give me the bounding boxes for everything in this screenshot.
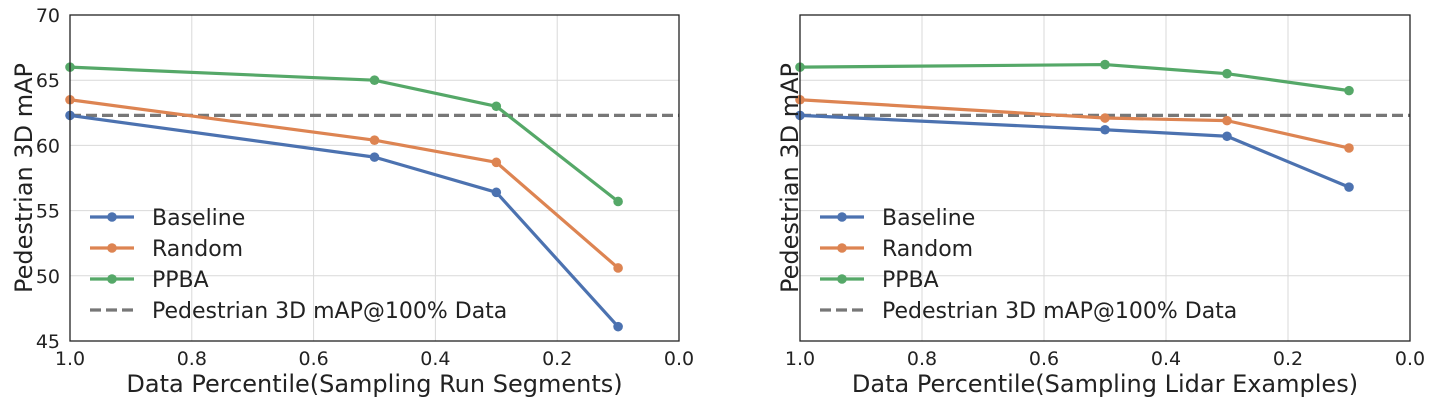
x-tick-label: 1.0 [55,348,85,370]
legend-label: Pedestrian 3D mAP@100% Data [152,299,507,324]
y-tick-label: 50 [36,266,60,288]
legend-entry: PPBA [820,268,939,293]
series-random [65,94,623,273]
legend-label: Baseline [152,206,245,231]
data-point [1100,124,1110,135]
legend-entry: PPBA [90,268,209,293]
series-ppba [795,59,1354,96]
data-point [491,101,502,112]
data-point [613,263,623,273]
x-tick-label: 0.6 [1029,348,1059,370]
series-line [68,113,620,329]
series-line [798,113,1351,189]
plot-frame [69,14,680,342]
series-baseline [795,110,1354,192]
y-tick-label: 70 [36,5,60,27]
data-point [613,321,623,332]
data-point [369,152,380,162]
legend-label: Random [152,237,243,262]
series-ppba [65,62,623,207]
legend: Baseline Random PPBA Pedestrian 3D mAP@100%… [820,206,1237,324]
legend-entry: Random [90,237,243,262]
data-point [369,135,380,145]
data-point [613,196,623,207]
data-point [1344,143,1354,153]
x-tick-label: 0.4 [1151,348,1181,370]
data-point [491,157,502,168]
plot-frame [799,14,1411,342]
x-tick-label: 1.0 [785,348,815,370]
data-point [1222,68,1232,79]
data-point [1222,131,1232,142]
x-axis-title: Data Percentile(Sampling Lidar Examples) [852,370,1358,398]
series-line [798,62,1351,93]
x-tick-label: 0.0 [664,348,694,370]
legend-marker [837,212,847,222]
x-tick-label: 0.0 [1395,348,1425,370]
y-axis-title: Pedestrian 3D mAP [10,63,38,293]
x-tick-label: 0.4 [420,348,450,370]
y-axis-title: Pedestrian 3D mAP [776,63,804,293]
legend-entry: Pedestrian 3D mAP@100% Data [90,299,507,324]
legend-label: PPBA [882,268,939,293]
y-tick-label: 65 [36,70,60,92]
x-tick-label: 0.2 [542,348,572,370]
legend-marker [837,243,847,253]
series-line [68,98,620,270]
chart-panel-1: 1.0 0.8 0.6 0.4 0.2 0.0 45 50 55 60 65 70 Data Perce… [10,5,694,398]
legend-label: Pedestrian 3D mAP@100% Data [882,299,1237,324]
data-point [369,75,380,85]
data-point [1100,113,1110,123]
data-point [1344,182,1354,192]
x-axis-title: Data Percentile(Sampling Run Segments) [126,370,622,398]
legend: Baseline Random PPBA Pedestrian 3D mAP@100%… [90,206,507,324]
legend-entry: Baseline [820,206,975,231]
legend-label: Baseline [882,206,975,231]
legend-marker [107,212,117,222]
legend-marker [107,274,117,284]
series-random [795,94,1354,153]
x-tick-label: 0.6 [298,348,328,370]
x-tick-label: 0.8 [177,348,207,370]
legend-entry: Pedestrian 3D mAP@100% Data [820,299,1237,324]
chart-panel-2: 1.0 0.8 0.6 0.4 0.2 0.0 Data Percentile(Sampli… [776,14,1425,398]
y-tick-label: 60 [36,135,60,157]
y-tick-label: 45 [36,331,60,353]
x-tick-label: 0.2 [1273,348,1303,370]
y-tick-label: 55 [36,201,60,223]
series-line [798,98,1351,150]
data-point [1222,115,1232,126]
data-point [1100,59,1110,70]
data-point [491,187,502,198]
legend-marker [837,274,847,284]
legend-label: Random [882,237,973,262]
legend-marker [107,243,117,253]
legend-entry: Baseline [90,206,245,231]
x-tick-label: 0.8 [907,348,937,370]
legend-entry: Random [820,237,973,262]
legend-label: PPBA [152,268,209,293]
series-line [68,65,620,204]
data-point [1344,85,1354,96]
